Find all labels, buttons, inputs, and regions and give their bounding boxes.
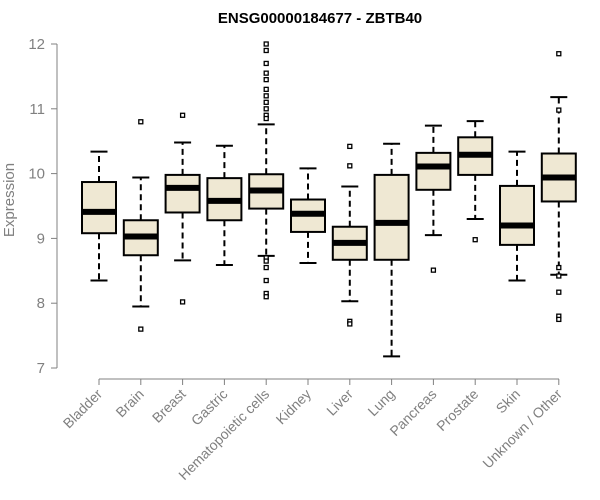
outlier-point <box>263 294 269 300</box>
box-group <box>290 167 326 265</box>
outlier-point <box>138 119 144 125</box>
box-group <box>331 143 368 327</box>
x-tick-label: Prostate <box>433 386 481 434</box>
outlier-point <box>556 289 562 295</box>
outlier-point <box>556 107 562 113</box>
outlier-point <box>556 316 562 323</box>
outlier-point <box>556 51 562 57</box>
outlier-point <box>263 93 269 99</box>
outlier-point <box>556 273 562 279</box>
y-tick-label: 8 <box>37 295 45 312</box>
outlier-point <box>263 115 269 122</box>
x-tick-label: Brain <box>112 386 146 420</box>
y-tick-label: 9 <box>37 230 45 247</box>
iqr-box <box>373 173 410 261</box>
chart-title: ENSG00000184677 - ZBTB40 <box>218 10 422 27</box>
iqr-box <box>415 151 452 191</box>
box-group <box>415 124 452 273</box>
box-group <box>457 120 494 243</box>
outlier-point <box>263 76 269 83</box>
y-axis: 7 8 9 10 11 12 <box>28 36 58 377</box>
outlier-point <box>179 299 186 305</box>
outlier-point <box>263 70 269 76</box>
outlier-point <box>263 106 269 112</box>
box-group <box>122 119 159 332</box>
x-tick-label: Lung <box>364 386 397 419</box>
iqr-box <box>164 173 201 214</box>
iqr-box <box>81 181 117 235</box>
box-group <box>499 150 535 282</box>
x-tick-label: Breast <box>149 386 189 426</box>
x-tick-label: Unknown / Other <box>479 386 565 472</box>
box-group <box>373 142 410 358</box>
box-group <box>248 41 285 300</box>
outlier-point <box>556 264 562 271</box>
y-tick-label: 12 <box>28 36 45 53</box>
outlier-point <box>263 258 269 264</box>
outlier-point <box>263 47 269 54</box>
box-group <box>540 51 577 323</box>
outlier-point <box>430 267 437 273</box>
outlier-point <box>347 321 353 327</box>
outlier-point <box>263 264 269 271</box>
outlier-point <box>263 41 269 47</box>
iqr-box <box>499 184 535 246</box>
outlier-point <box>263 86 269 93</box>
x-tick-label: Skin <box>493 386 524 417</box>
y-axis-label: Expression <box>1 163 18 237</box>
outlier-point <box>263 60 269 67</box>
y-tick-label: 11 <box>29 101 45 118</box>
outlier-point <box>347 143 353 150</box>
box-group <box>206 144 243 266</box>
x-tick-label: Bladder <box>60 386 106 432</box>
y-tick-label: 7 <box>37 360 45 377</box>
outlier-point <box>347 163 353 169</box>
outlier-point <box>138 326 144 332</box>
outlier-point <box>263 277 269 284</box>
x-tick-label: Kidney <box>273 386 315 428</box>
box-group <box>81 150 117 282</box>
y-tick-label: 10 <box>28 166 45 183</box>
box-group <box>164 112 201 305</box>
box-plots <box>81 41 577 358</box>
x-tick-label: Liver <box>323 386 356 419</box>
outlier-point <box>263 99 269 105</box>
outlier-point <box>179 112 186 118</box>
outlier-point <box>472 237 478 243</box>
